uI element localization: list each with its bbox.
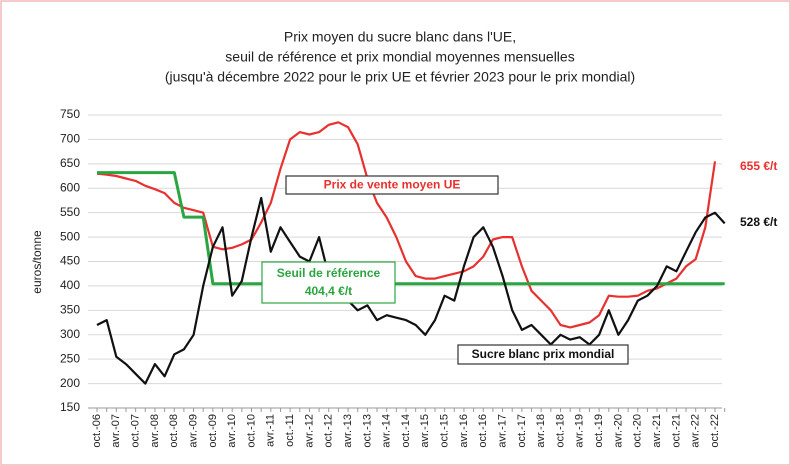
x-tick-label: oct.-20	[632, 414, 644, 448]
y-axis-label: euros/tonne	[30, 230, 44, 294]
x-tick-label: oct.-06	[91, 414, 103, 448]
x-tick-label: oct.-09	[207, 414, 219, 448]
y-tick-label: 500	[60, 229, 80, 243]
x-tick-label: oct.-19	[593, 414, 605, 448]
y-tick-label: 350	[60, 303, 80, 317]
x-tick-label: avr.-13	[342, 414, 354, 448]
x-tick-label: avr.-08	[149, 414, 161, 448]
x-tick-label: avr.-17	[496, 414, 508, 448]
chart-title: seuil de référence et prix mondial moyen…	[225, 49, 574, 65]
x-tick-label: avr.-09	[187, 414, 199, 448]
end-label: 528 €/t	[740, 215, 777, 229]
x-tick-label: avr.-19	[574, 414, 586, 448]
y-tick-label: 700	[60, 132, 80, 146]
x-tick-label: oct.-10	[245, 414, 257, 448]
x-tick-label: avr.-22	[690, 414, 702, 448]
x-tick-label: oct.-15	[439, 414, 451, 448]
x-tick-label: oct.-17	[516, 414, 528, 448]
series-label: Prix de vente moyen UE	[324, 178, 461, 192]
x-tick-label: oct.-13	[361, 414, 373, 448]
x-tick-label: oct.-11	[284, 414, 296, 447]
x-tick-label: avr.-07	[110, 414, 122, 448]
chart-title: (jusqu'à décembre 2022 pour le prix UE e…	[165, 69, 635, 85]
x-tick-label: oct.-21	[670, 414, 682, 448]
series-line	[96, 196, 726, 385]
x-tick-label: oct.-22	[709, 414, 721, 448]
y-tick-label: 150	[60, 400, 80, 414]
x-tick-label: avr.-16	[458, 414, 470, 448]
series-label: Sucre blanc prix mondial	[472, 347, 615, 361]
x-tick-label: avr.-21	[651, 414, 663, 448]
x-tick-label: avr.-11	[265, 414, 277, 447]
x-tick-label: avr.-18	[535, 414, 547, 448]
y-tick-label: 200	[60, 376, 80, 390]
x-tick-label: avr.-14	[381, 414, 393, 448]
x-tick-label: oct.-07	[130, 414, 142, 448]
x-tick-label: avr.-20	[612, 414, 624, 448]
series-line	[97, 171, 725, 286]
y-tick-label: 300	[60, 327, 80, 341]
y-tick-label: 600	[60, 180, 80, 194]
label-box	[261, 261, 396, 304]
series-label: Seuil de référence	[277, 266, 381, 280]
x-tick-label: avr.-10	[226, 414, 238, 448]
x-tick-label: avr.-12	[303, 414, 315, 448]
y-tick-label: 400	[60, 278, 80, 292]
y-tick-label: 450	[60, 254, 80, 268]
label-box	[285, 175, 499, 195]
end-label: 655 €/t	[740, 159, 777, 173]
chart-title: Prix moyen du sucre blanc dans l'UE,	[284, 29, 516, 45]
annotation: 404,4 €/t	[305, 284, 352, 298]
label-box	[457, 344, 629, 365]
x-tick-label: oct.-18	[554, 414, 566, 448]
x-tick-label: oct.-16	[477, 414, 489, 448]
x-tick-label: oct.-12	[323, 414, 335, 448]
y-tick-label: 750	[60, 107, 80, 121]
x-tick-label: avr.-15	[419, 414, 431, 448]
x-tick-label: oct.-14	[400, 414, 412, 448]
series-line	[96, 121, 717, 329]
y-tick-label: 650	[60, 156, 80, 170]
y-tick-label: 250	[60, 351, 80, 365]
y-tick-label: 550	[60, 205, 80, 219]
x-tick-label: oct.-08	[168, 414, 180, 448]
